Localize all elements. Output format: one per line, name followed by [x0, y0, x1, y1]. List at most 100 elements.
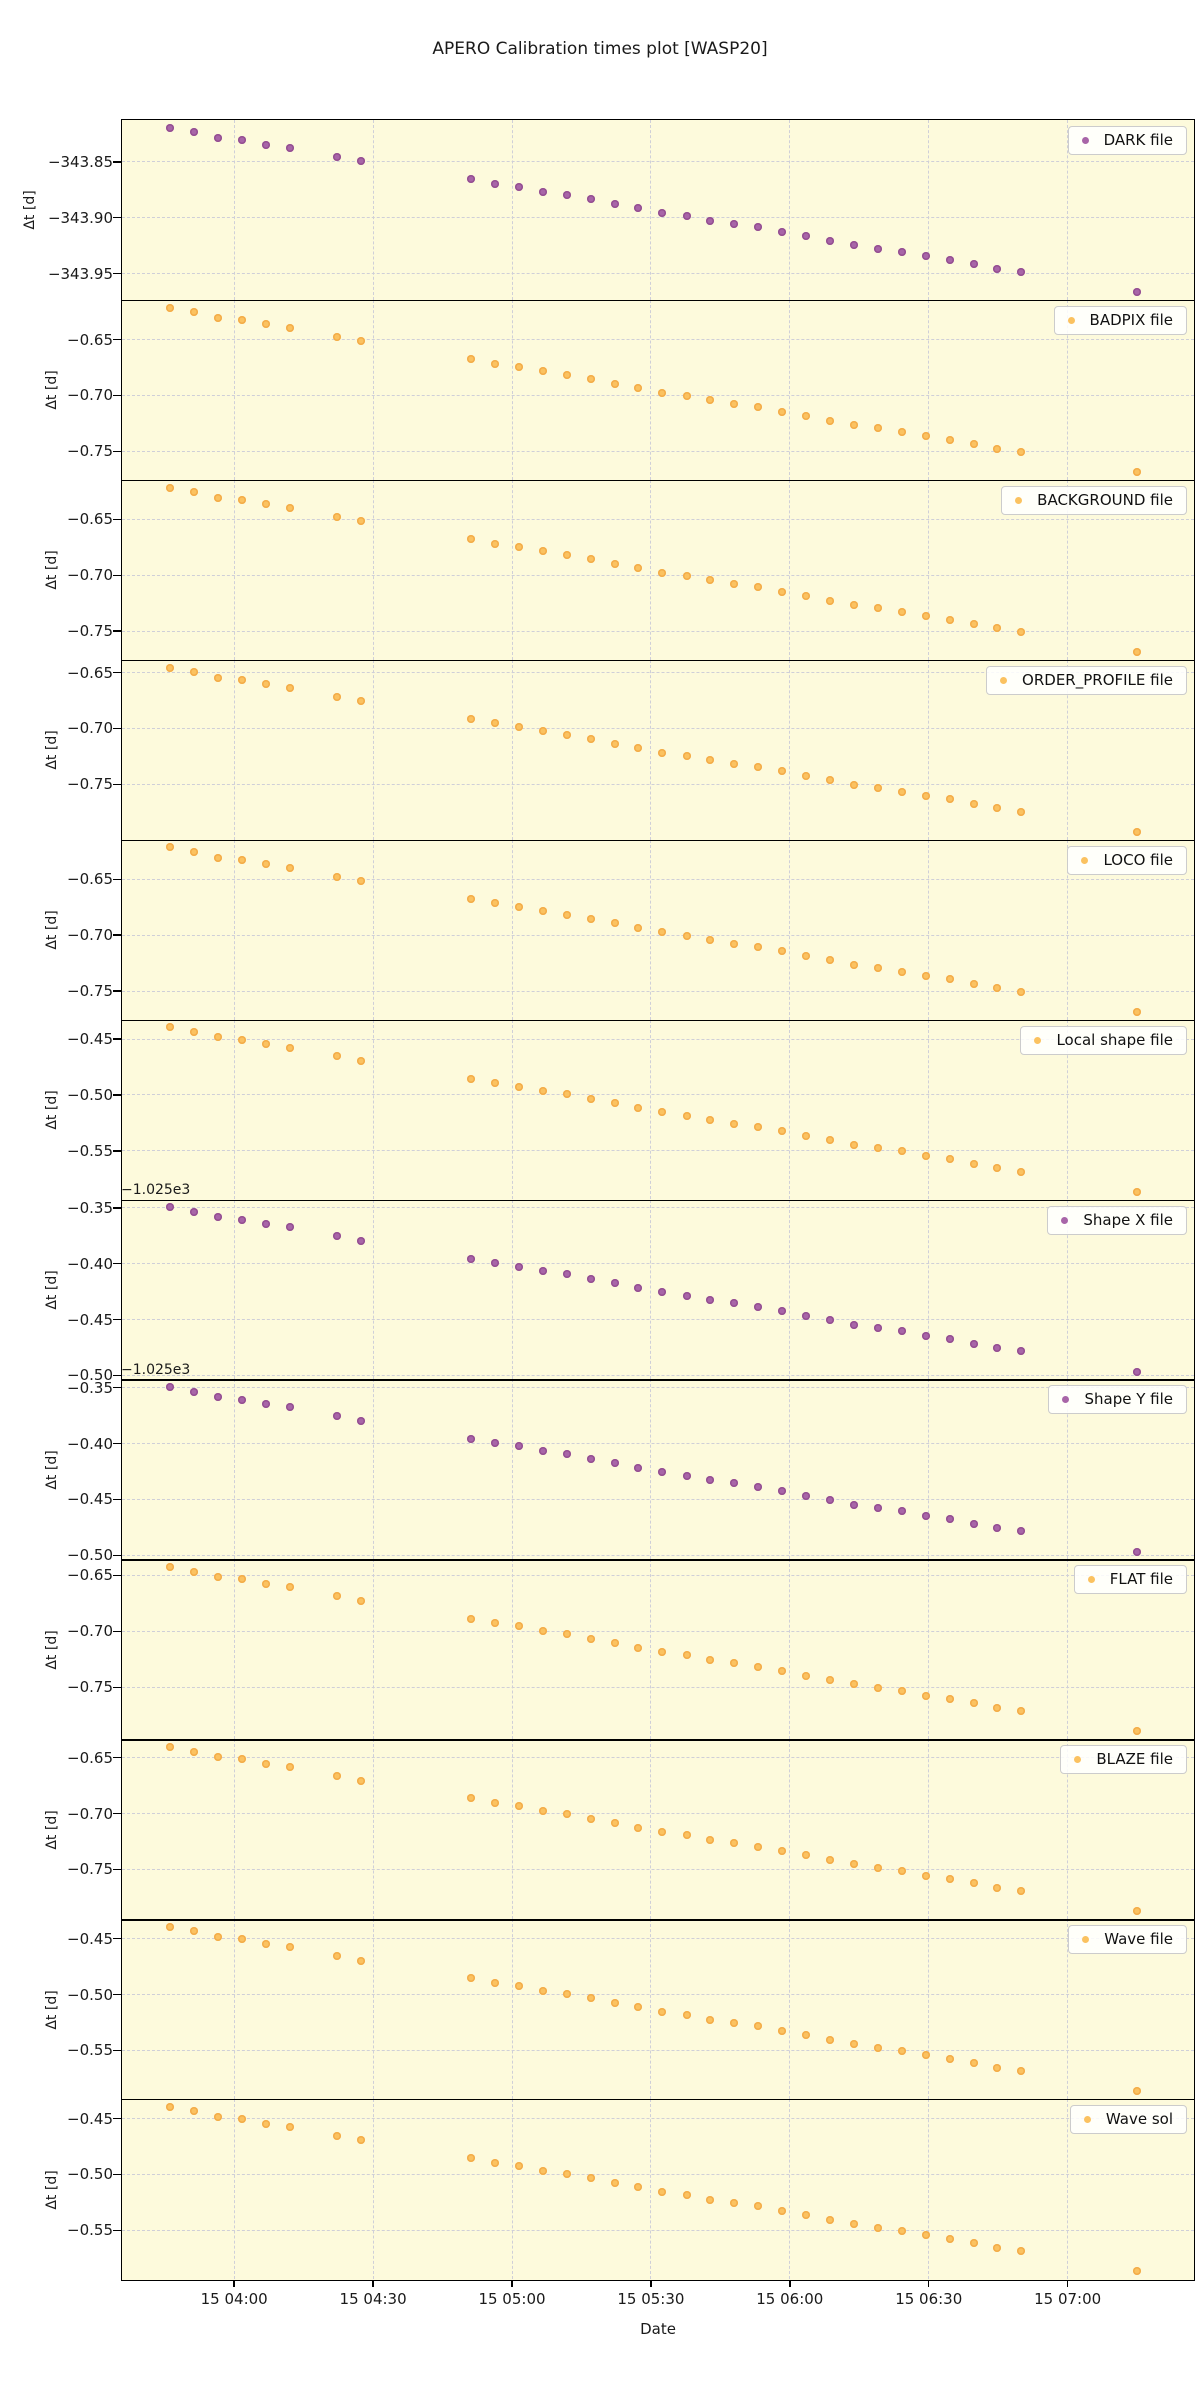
- horizontal-gridline: [122, 1443, 1194, 1445]
- data-point: [921, 1511, 930, 1520]
- data-point: [610, 1639, 619, 1648]
- vertical-gridline: [511, 2099, 513, 2279]
- data-point: [357, 697, 366, 706]
- data-point: [586, 914, 595, 923]
- data-point: [610, 739, 619, 748]
- vertical-gridline: [789, 1379, 791, 1560]
- y-axis-label: Δt [d]: [44, 370, 60, 411]
- vertical-gridline: [650, 659, 652, 840]
- data-point: [189, 1027, 198, 1036]
- y-tick-label: −0.75: [67, 442, 113, 461]
- y-tick-mark: [113, 2173, 121, 2176]
- data-point: [634, 1103, 643, 1112]
- panel-loco-file: LOCO file: [122, 839, 1194, 1020]
- data-point: [658, 1288, 667, 1297]
- data-point: [873, 1683, 882, 1692]
- y-tick-label: −0.65: [67, 330, 113, 349]
- data-point: [754, 1122, 763, 1131]
- data-point: [165, 663, 174, 672]
- vertical-gridline: [928, 2099, 930, 2279]
- legend-marker-icon: [1000, 676, 1008, 684]
- data-point: [261, 320, 270, 329]
- data-point: [261, 1939, 270, 1948]
- data-point: [897, 2047, 906, 2056]
- horizontal-gridline: [122, 878, 1194, 880]
- data-point: [586, 555, 595, 564]
- data-point: [261, 1040, 270, 1049]
- horizontal-gridline: [122, 217, 1194, 219]
- data-point: [1017, 807, 1026, 816]
- horizontal-gridline: [122, 2049, 1194, 2051]
- data-point: [237, 2115, 246, 2124]
- y-tick-mark: [113, 1150, 121, 1152]
- data-point: [706, 2015, 715, 2024]
- data-point: [730, 2199, 739, 2207]
- data-point: [1017, 2247, 1026, 2256]
- data-point: [730, 1839, 739, 1848]
- data-point: [873, 1324, 882, 1332]
- vertical-gridline: [1067, 479, 1069, 660]
- vertical-gridline: [650, 299, 652, 480]
- data-point: [562, 1990, 571, 1999]
- data-point: [921, 792, 930, 801]
- x-tick-label: 15 04:30: [339, 2289, 407, 2308]
- data-point: [634, 2003, 643, 2012]
- vertical-gridline: [511, 1739, 513, 1920]
- data-point: [945, 1335, 954, 1344]
- data-point: [969, 799, 978, 808]
- data-point: [897, 2226, 906, 2235]
- data-point: [873, 244, 882, 253]
- legend: BADPIX file: [1053, 305, 1187, 335]
- data-point: [634, 1283, 643, 1292]
- y-tick-label: −0.45: [67, 1929, 113, 1948]
- data-point: [562, 550, 571, 559]
- y-tick-mark: [113, 1868, 121, 1871]
- data-point: [658, 748, 667, 757]
- data-point: [969, 1879, 978, 1888]
- x-axis-label: Date: [640, 2320, 676, 2338]
- data-point: [706, 2195, 715, 2204]
- data-point: [165, 1383, 174, 1392]
- data-point: [562, 730, 571, 739]
- vertical-gridline: [1067, 120, 1069, 300]
- y-tick-mark: [113, 394, 121, 397]
- data-point: [993, 2063, 1002, 2072]
- panel-separator: [122, 1919, 1194, 1921]
- data-point: [873, 1144, 882, 1153]
- y-tick-label: −343.95: [47, 264, 113, 283]
- data-point: [778, 1487, 787, 1496]
- y-tick-label: −0.50: [67, 1366, 113, 1385]
- vertical-gridline: [511, 1559, 513, 1740]
- panel-separator: [122, 839, 1194, 842]
- legend-marker-icon: [1067, 316, 1075, 324]
- data-point: [849, 1500, 858, 1509]
- horizontal-gridline: [122, 1813, 1194, 1814]
- vertical-gridline: [1067, 1199, 1069, 1380]
- data-point: [490, 1439, 499, 1448]
- vertical-gridline: [928, 1379, 930, 1560]
- data-point: [165, 483, 174, 492]
- vertical-gridline: [789, 1559, 791, 1740]
- panel-shape-y-file: Shape Y file: [122, 1379, 1194, 1560]
- vertical-gridline: [372, 2099, 374, 2279]
- data-point: [261, 1579, 270, 1588]
- data-point: [466, 535, 475, 544]
- vertical-gridline: [789, 659, 791, 840]
- data-point: [213, 133, 222, 142]
- data-point: [285, 1763, 294, 1772]
- horizontal-gridline: [122, 1150, 1194, 1152]
- data-point: [466, 1614, 475, 1623]
- data-point: [658, 1828, 667, 1836]
- data-point: [237, 855, 246, 864]
- legend-label: DARK file: [1103, 131, 1173, 149]
- data-point: [730, 759, 739, 768]
- data-point: [466, 1254, 475, 1263]
- data-point: [189, 1567, 198, 1576]
- data-point: [825, 1496, 834, 1505]
- legend-marker-icon: [1082, 1936, 1090, 1944]
- data-point: [825, 1676, 834, 1685]
- data-point: [778, 2206, 787, 2215]
- data-point: [754, 583, 763, 592]
- data-point: [333, 1772, 342, 1781]
- y-tick-label: −0.70: [67, 1622, 113, 1641]
